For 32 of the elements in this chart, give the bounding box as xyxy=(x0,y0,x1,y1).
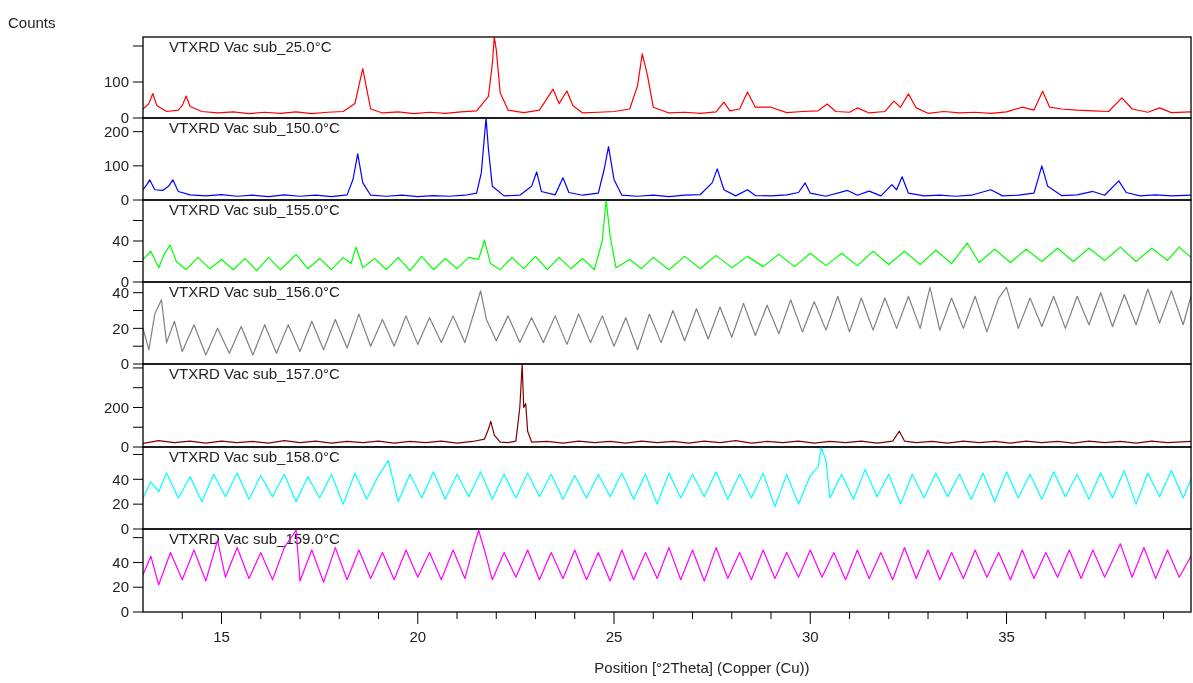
y-tick-label: 0 xyxy=(120,438,129,456)
x-axis-title: Position [°2Theta] (Copper (Cu)) xyxy=(594,659,810,676)
y-tick-label: 100 xyxy=(103,73,129,91)
y-tick-label: 20 xyxy=(112,319,129,337)
y-tick-label: 0 xyxy=(120,520,129,538)
chart-title: VTXRD Vac sub_157.0°C xyxy=(169,365,340,382)
line-series xyxy=(143,447,1191,508)
y-tick-label: 40 xyxy=(112,470,129,488)
y-axis-title: Counts xyxy=(8,14,56,31)
chart-title: VTXRD Vac sub_156.0°C xyxy=(169,283,340,300)
line-series xyxy=(143,286,1191,356)
y-tick-label: 200 xyxy=(103,398,129,416)
x-tick-label: 35 xyxy=(998,628,1015,645)
x-tick-label: 20 xyxy=(409,628,427,645)
chart-title: VTXRD Vac sub_25.0°C xyxy=(169,38,332,55)
line-series xyxy=(143,200,1191,272)
y-tick-label: 20 xyxy=(112,578,129,596)
y-tick-label: 20 xyxy=(112,495,129,513)
y-tick-label: 40 xyxy=(112,232,129,250)
line-series xyxy=(143,529,1191,586)
y-tick-label: 0 xyxy=(120,603,129,621)
y-tick-label: 100 xyxy=(103,157,129,175)
x-tick-label: 30 xyxy=(801,628,819,645)
x-tick-label: 15 xyxy=(213,628,230,645)
y-tick-label: 0 xyxy=(120,355,129,373)
chart-title: VTXRD Vac sub_150.0°C xyxy=(169,119,340,136)
y-tick-label: 40 xyxy=(112,553,129,571)
chart-title: VTXRD Vac sub_155.0°C xyxy=(169,201,340,218)
x-tick-label: 25 xyxy=(605,628,623,645)
y-tick-label: 0 xyxy=(120,191,129,209)
chart-title: VTXRD Vac sub_158.0°C xyxy=(169,448,340,465)
line-series xyxy=(143,37,1191,115)
